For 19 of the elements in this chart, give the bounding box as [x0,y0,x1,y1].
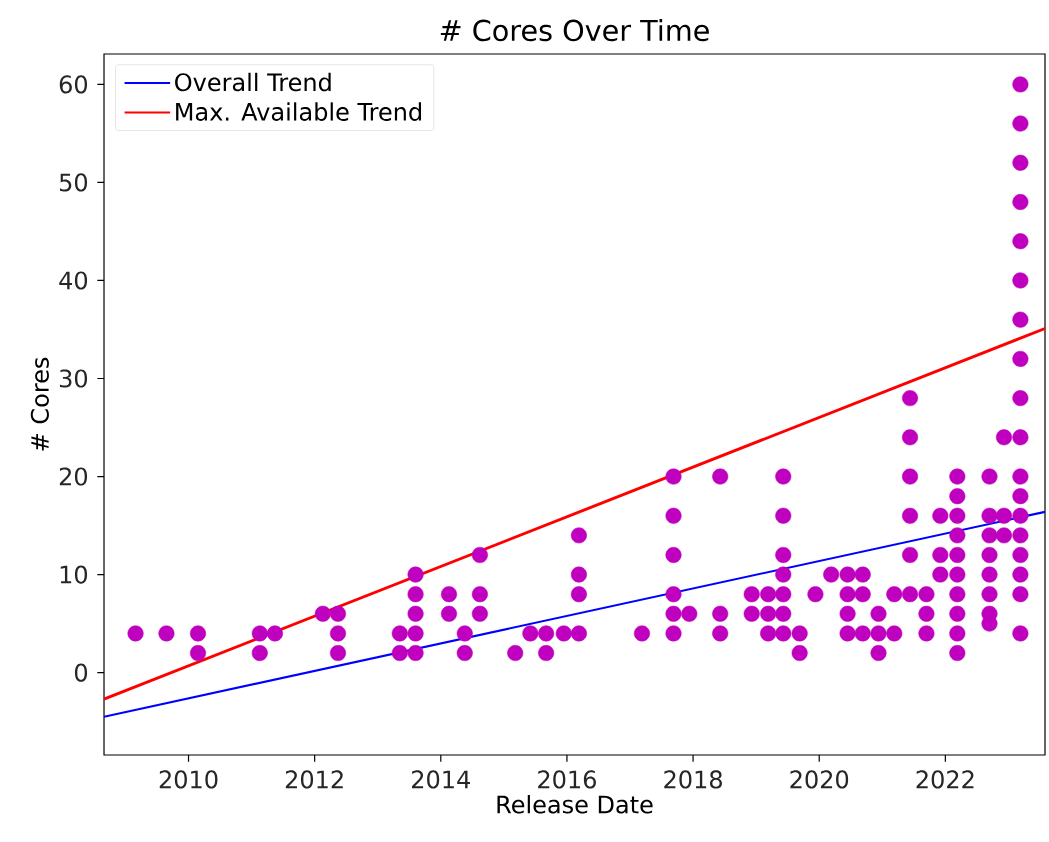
y-tick-label: 50 [59,173,88,192]
y-tick-label: 60 [59,75,88,94]
x-tick-label: 2022 [916,770,974,789]
legend-label: Overall Trend [175,72,331,92]
x-tick-label: 2016 [538,770,596,789]
chart-title: # Cores Over Time [440,19,709,42]
y-tick-label: 10 [60,565,88,584]
x-tick-label: 2010 [159,770,218,789]
x-tick-label: 2012 [285,770,343,789]
legend-label: Max. Available Trend [176,102,421,121]
y-tick-label: 40 [59,271,88,290]
x-axis-title: Release Date [497,795,653,814]
y-tick-label: 0 [74,663,88,682]
y-tick-label: 30 [59,369,88,388]
y-tick-label: 20 [59,467,88,486]
x-tick-label: 2018 [664,770,722,789]
x-tick-label: 2014 [412,770,470,789]
y-axis-title: # Cores [30,357,49,451]
x-tick-label: 2020 [790,770,849,789]
